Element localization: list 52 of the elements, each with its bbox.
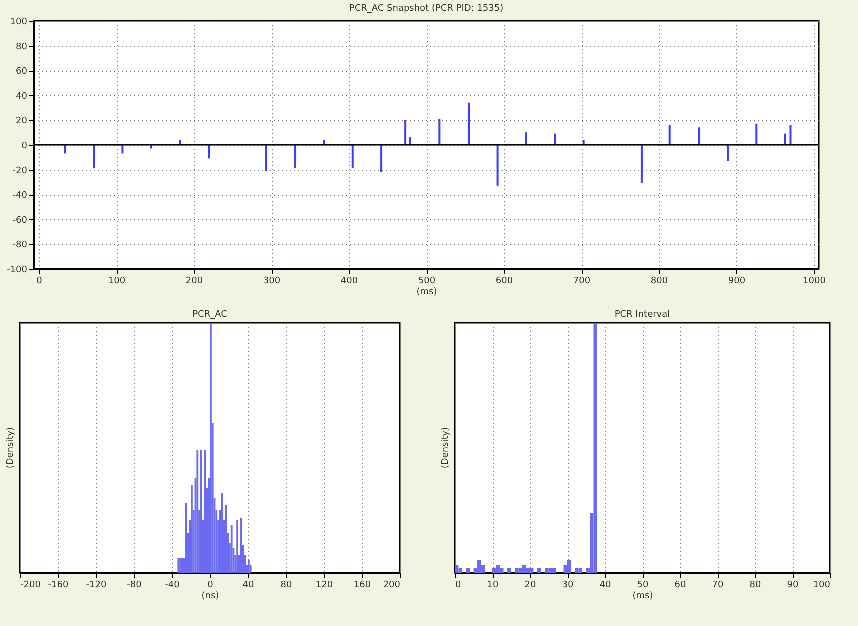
x-tick-label: -160 bbox=[48, 580, 69, 590]
x-tick-label: 20 bbox=[524, 580, 536, 590]
x-tick-label: 900 bbox=[728, 276, 746, 286]
x-tick-label: 700 bbox=[573, 276, 591, 286]
x-tick-label: 200 bbox=[186, 276, 204, 286]
x-tick-label: 1000 bbox=[803, 276, 826, 286]
y-tick-label: 0 bbox=[22, 142, 28, 152]
y-tick-label: -20 bbox=[12, 166, 28, 176]
x-tick-label: 0 bbox=[208, 580, 214, 590]
x-tick-label: 160 bbox=[354, 580, 372, 590]
y-tick-label: 40 bbox=[16, 92, 28, 102]
x-tick-label: -40 bbox=[165, 580, 180, 590]
y-tick-label: -60 bbox=[12, 216, 28, 226]
x-tick-label: 100 bbox=[813, 580, 831, 590]
x-tick-label: 40 bbox=[242, 580, 254, 590]
x-axis-title: (ns) bbox=[202, 592, 220, 602]
x-tick-label: 0 bbox=[456, 580, 462, 590]
x-tick-label: 400 bbox=[340, 276, 358, 286]
x-tick-label: 200 bbox=[383, 580, 401, 590]
x-axis-title: (ms) bbox=[632, 592, 654, 602]
y-axis-title: (Density) bbox=[441, 427, 451, 469]
x-tick-label: 40 bbox=[600, 580, 612, 590]
x-tick-label: 70 bbox=[712, 580, 724, 590]
y-tick-label: 20 bbox=[16, 116, 28, 127]
x-tick-label: 50 bbox=[637, 580, 649, 590]
y-axis-title: (Density) bbox=[6, 427, 16, 469]
x-tick-label: 80 bbox=[750, 580, 762, 590]
x-tick-label: 60 bbox=[674, 580, 686, 590]
x-tick-label: -200 bbox=[20, 580, 42, 590]
x-tick-label: 90 bbox=[787, 580, 799, 590]
x-tick-label: 120 bbox=[316, 580, 334, 590]
x-tick-label: 300 bbox=[263, 276, 281, 286]
y-tick-label: -100 bbox=[7, 266, 28, 276]
x-tick-label: 0 bbox=[36, 276, 43, 286]
chart-title: PCR Interval bbox=[614, 310, 670, 320]
y-tick-label: -40 bbox=[12, 191, 28, 202]
chart-title: PCR_AC bbox=[192, 310, 228, 320]
x-axis-title: (ms) bbox=[416, 288, 438, 298]
x-tick-label: -80 bbox=[127, 580, 142, 590]
x-tick-label: 10 bbox=[487, 580, 499, 590]
x-tick-label: 100 bbox=[108, 276, 126, 286]
x-tick-label: 30 bbox=[562, 580, 574, 590]
x-tick-label: 500 bbox=[418, 276, 436, 286]
y-tick-label: -80 bbox=[12, 240, 28, 251]
x-tick-label: -120 bbox=[86, 580, 107, 590]
y-tick-label: 80 bbox=[16, 42, 28, 52]
x-tick-label: 600 bbox=[496, 276, 514, 286]
x-tick-label: 800 bbox=[650, 276, 668, 286]
chart-title: PCR_AC Snapshot (PCR PID: 1535) bbox=[349, 4, 504, 14]
y-tick-label: 60 bbox=[16, 67, 28, 78]
y-tick-label: 100 bbox=[10, 18, 28, 28]
x-tick-label: 80 bbox=[280, 580, 292, 590]
